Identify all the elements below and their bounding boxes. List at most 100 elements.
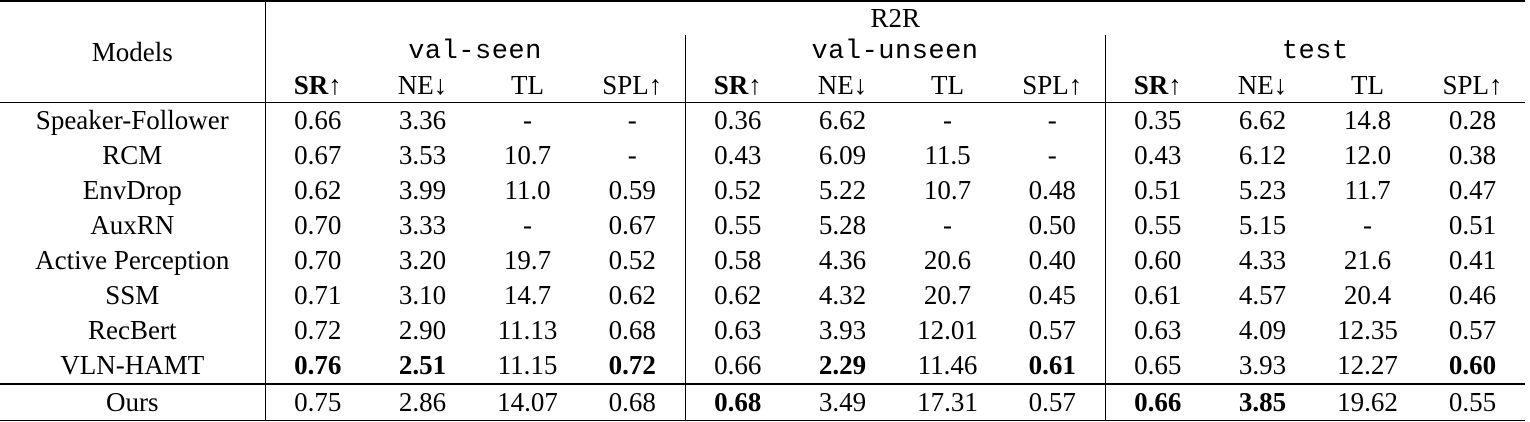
- cell-row-2-test-tl: 11.7: [1344, 175, 1391, 205]
- cell-row-6-val-seen-ne: 2.90: [398, 315, 447, 345]
- cell-row-7-val-seen-ne: 2.51: [398, 350, 447, 380]
- cell-row-7-val-seen-spl: 0.72: [608, 350, 656, 380]
- cell-row-6-val-unseen-tl: 12.01: [917, 315, 978, 345]
- cell-row-5-val-seen-spl: 0.62: [608, 280, 656, 310]
- metric-header-row: SR↑ NE↓ TL SPL↑ SR↑ NE↓ TL SPL↑ SR↑ NE↓ …: [0, 69, 1525, 103]
- cell-row-5-val-seen-ne: 3.10: [398, 280, 447, 310]
- cell-row-7-test-spl: 0.60: [1448, 350, 1497, 380]
- cell-row-4-test-ne: 4.33: [1238, 245, 1287, 275]
- cell-row-5-test-tl: 20.4: [1343, 280, 1392, 310]
- cell-row-7-val-unseen-ne: 2.29: [818, 350, 867, 380]
- cell-row-3-val-seen-sr: 0.70: [264, 208, 370, 243]
- group-header-val-seen: val-seen: [264, 35, 685, 69]
- cell-row-5-val-unseen-ne: 4.32: [818, 280, 867, 310]
- cell-row-7-test-ne: 3.93: [1238, 350, 1287, 380]
- model-name-row-6: RecBert: [88, 315, 177, 345]
- cell-ours-val-unseen-spl: 0.57: [1028, 387, 1076, 417]
- cell-row-0-val-unseen-ne: 6.62: [818, 105, 867, 135]
- cell-row-6-val-seen-spl: 0.68: [608, 315, 656, 345]
- table-row-ours: Ours 0.75 2.86 14.07 0.68 0.68 3.49 17.31 0.57 0.…: [0, 385, 1525, 421]
- table-row: VLN-HAMT 0.76 2.51 11.15 0.72 0.66 2.29 11.46 0.…: [0, 348, 1525, 384]
- cell-row-1-val-seen-sr: 0.67: [264, 138, 370, 173]
- cell-row-2-test-ne: 5.23: [1238, 175, 1287, 205]
- cell-row-2-val-unseen-sr: 0.52: [684, 173, 790, 208]
- table-row: SSM 0.71 3.10 14.7 0.62 0.62 4.32 20.7 0.45 0.61 4…: [0, 278, 1525, 313]
- cell-row-3-test-tl: -: [1363, 210, 1372, 240]
- ours-top-rule-row-2: [0, 384, 1525, 385]
- table-row: RCM 0.67 3.53 10.7 - 0.43 6.09 11.5 - 0.43 6.12 12.…: [0, 138, 1525, 173]
- cell-row-3-val-seen-tl: -: [523, 210, 532, 240]
- cell-row-0-val-seen-spl: -: [627, 105, 637, 135]
- split-group-row: val-seen val-unseen test: [0, 35, 1525, 69]
- benchmark-title-row: Models R2R: [0, 2, 1525, 65]
- cell-row-4-val-seen-sr: 0.70: [264, 243, 370, 278]
- cell-row-7-val-unseen-tl: 11.46: [917, 350, 978, 380]
- cell-row-6-test-spl: 0.57: [1448, 315, 1497, 345]
- cell-row-1-test-tl: 12.0: [1343, 140, 1392, 170]
- cell-row-4-test-spl: 0.41: [1448, 245, 1497, 275]
- cell-row-0-val-seen-sr: 0.66: [264, 103, 370, 138]
- cell-row-0-val-unseen-tl: -: [943, 105, 952, 135]
- cell-row-2-test-spl: 0.47: [1448, 175, 1497, 205]
- cell-row-2-val-unseen-spl: 0.48: [1028, 175, 1076, 205]
- table-row: Active Perception 0.70 3.20 19.7 0.52 0.58 4.3…: [0, 243, 1525, 278]
- benchmark-title-r2r: R2R: [264, 2, 1525, 35]
- bottom-rule-row: [0, 420, 1525, 421]
- cell-row-3-test-sr: 0.55: [1104, 208, 1210, 243]
- cell-row-5-test-spl: 0.46: [1448, 280, 1497, 310]
- cell-row-0-val-unseen-sr: 0.36: [684, 103, 790, 138]
- cell-row-3-val-unseen-ne: 5.28: [818, 210, 867, 240]
- model-name-ours: Ours: [106, 387, 159, 417]
- model-name-row-1: RCM: [102, 140, 163, 170]
- cell-row-5-test-ne: 4.57: [1238, 280, 1287, 310]
- cell-row-7-test-sr: 0.65: [1104, 348, 1210, 384]
- cell-row-1-val-seen-ne: 3.53: [398, 140, 447, 170]
- cell-ours-val-seen-ne: 2.86: [398, 387, 447, 417]
- cell-row-6-val-seen-sr: 0.72: [264, 313, 370, 348]
- cell-row-4-val-seen-ne: 3.20: [398, 245, 447, 275]
- cell-row-2-val-seen-tl: 11.0: [504, 175, 551, 205]
- metric-header-valseen-tl: TL: [511, 70, 544, 100]
- cell-row-0-test-ne: 6.62: [1238, 105, 1287, 135]
- cell-row-3-test-ne: 5.15: [1238, 210, 1287, 240]
- metric-header-test-tl: TL: [1351, 70, 1384, 100]
- table-row: RecBert 0.72 2.90 11.13 0.68 0.63 3.93 12.01 0.5…: [0, 313, 1525, 348]
- cell-row-6-val-unseen-ne: 3.93: [818, 315, 867, 345]
- metric-header-valunseen-spl: SPL↑: [1022, 70, 1083, 100]
- metric-header-valunseen-ne: NE↓: [817, 70, 868, 100]
- cell-row-1-val-unseen-spl: -: [1047, 140, 1057, 170]
- models-column-header: Models: [0, 2, 265, 103]
- cell-row-0-test-spl: 0.28: [1448, 105, 1497, 135]
- cell-row-6-test-sr: 0.63: [1104, 313, 1210, 348]
- cell-row-3-val-seen-ne: 3.33: [398, 210, 447, 240]
- cell-row-7-val-unseen-spl: 0.61: [1028, 350, 1076, 380]
- table-foot: Ours 0.75 2.86 14.07 0.68 0.68 3.49 17.31 0.57 0.…: [0, 383, 1525, 421]
- model-name-row-2: EnvDrop: [82, 175, 182, 205]
- cell-row-0-val-seen-tl: -: [523, 105, 532, 135]
- model-name-row-3: AuxRN: [90, 210, 175, 240]
- cell-ours-test-tl: 19.62: [1337, 387, 1398, 417]
- model-name-row-5: SSM: [105, 280, 160, 310]
- table-body: Speaker-Follower 0.66 3.36 - - 0.36 6.62 - - 0.35…: [0, 103, 1525, 384]
- cell-row-2-val-seen-spl: 0.59: [608, 175, 656, 205]
- cell-ours-test-ne: 3.85: [1238, 387, 1287, 417]
- cell-row-5-val-unseen-tl: 20.7: [923, 280, 972, 310]
- cell-ours-test-spl: 0.55: [1448, 387, 1497, 417]
- cell-ours-test-sr: 0.66: [1104, 385, 1210, 421]
- cell-row-2-val-seen-sr: 0.62: [264, 173, 370, 208]
- cell-row-0-test-sr: 0.35: [1104, 103, 1210, 138]
- cell-ours-val-unseen-tl: 17.31: [917, 387, 978, 417]
- cell-row-7-val-unseen-sr: 0.66: [684, 348, 790, 384]
- cell-row-3-val-unseen-spl: 0.50: [1028, 210, 1076, 240]
- cell-row-6-test-ne: 4.09: [1238, 315, 1287, 345]
- cell-row-6-test-tl: 12.35: [1337, 315, 1398, 345]
- cell-row-4-val-unseen-sr: 0.58: [684, 243, 790, 278]
- cell-ours-val-seen-sr: 0.75: [264, 385, 370, 421]
- cell-row-3-test-spl: 0.51: [1448, 210, 1497, 240]
- cell-row-5-test-sr: 0.61: [1104, 278, 1210, 313]
- cell-row-6-val-seen-tl: 11.13: [497, 315, 558, 345]
- metric-header-valseen-spl: SPL↑: [602, 70, 663, 100]
- table-row: AuxRN 0.70 3.33 - 0.67 0.55 5.28 - 0.50 0.55 5.15 -…: [0, 208, 1525, 243]
- cell-row-5-val-seen-tl: 14.7: [503, 280, 552, 310]
